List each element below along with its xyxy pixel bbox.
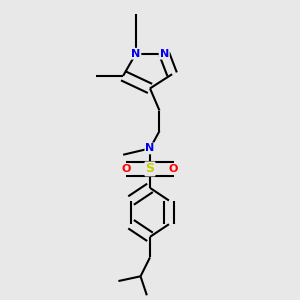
- Text: N: N: [131, 49, 140, 59]
- Text: N: N: [146, 143, 154, 153]
- Text: O: O: [122, 164, 131, 174]
- Text: O: O: [169, 164, 178, 174]
- Text: S: S: [146, 162, 154, 176]
- Text: N: N: [160, 49, 169, 59]
